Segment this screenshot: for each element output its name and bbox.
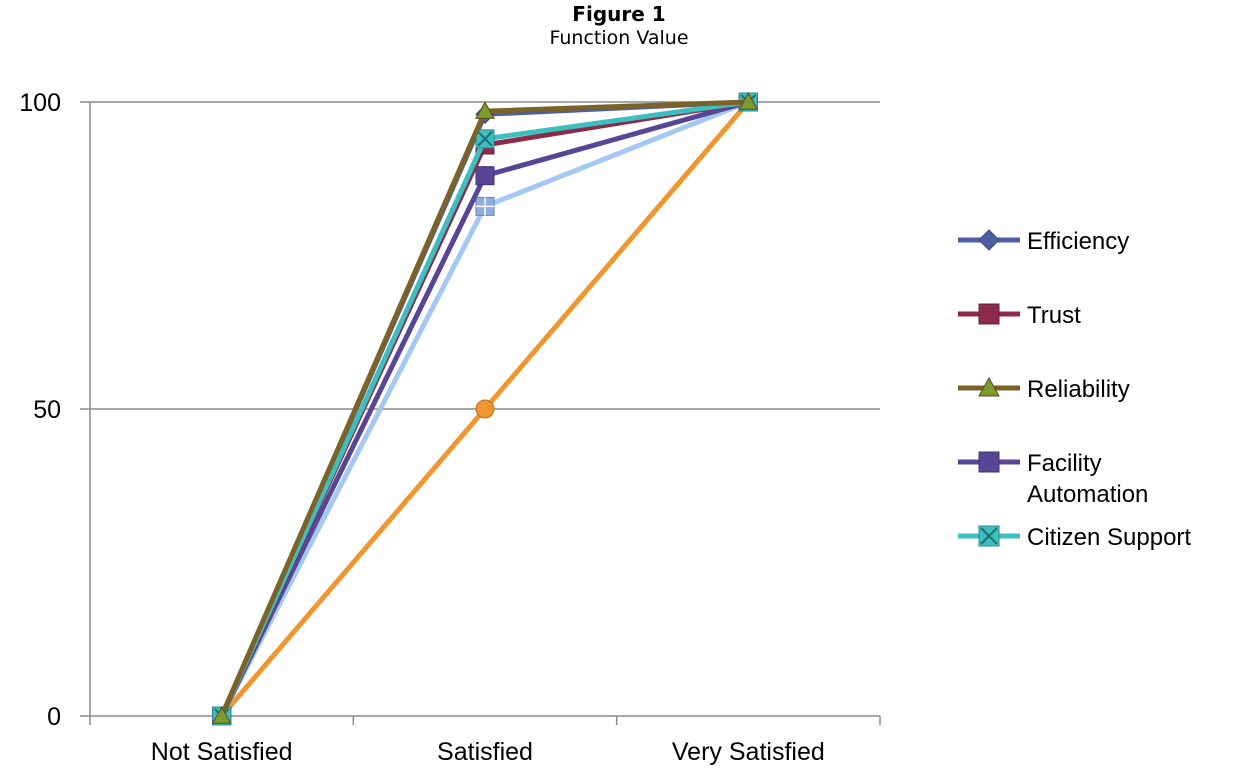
triangle-marker <box>738 91 759 110</box>
legend-label: Automation <box>1027 481 1148 508</box>
circle-marker <box>475 399 495 419</box>
axes: 0 50 100 Not Satisfied Satisfied Very Satisfi… <box>19 89 881 766</box>
legend-label: Citizen Support <box>1027 524 1191 551</box>
legend-item-citizen-support: Citizen Support <box>958 524 1191 551</box>
figure-title: Figure 1 <box>572 2 666 26</box>
legend-item-efficiency: Efficiency <box>958 228 1129 255</box>
legend-item-facility-automation: Facility Automation <box>958 450 1148 508</box>
legend: Efficiency Trust Reliability Facility Automa… <box>958 228 1191 551</box>
diamond-marker <box>978 229 1000 251</box>
legend-item-reliability: Reliability <box>958 376 1130 403</box>
xsquare-marker <box>978 525 1000 547</box>
square-marker <box>978 451 1000 473</box>
series-reliability <box>211 91 759 724</box>
legend-label: Trust <box>1027 302 1081 329</box>
y-tick-label: 100 <box>19 89 61 117</box>
legend-label: Efficiency <box>1027 228 1129 255</box>
triangle-marker <box>475 101 495 119</box>
x-tick-label: Satisfied <box>437 738 533 766</box>
triangle-marker <box>211 705 232 724</box>
legend-label: Reliability <box>1027 376 1130 403</box>
x-tick-label: Not Satisfied <box>151 738 293 766</box>
plussquare-marker <box>475 196 495 216</box>
y-tick-label: 50 <box>33 396 61 424</box>
series-lines <box>211 91 759 726</box>
x-tick-label: Very Satisfied <box>672 738 825 766</box>
xsquare-marker <box>475 129 495 149</box>
legend-item-trust: Trust <box>958 302 1081 329</box>
y-tick-label: 0 <box>47 703 61 731</box>
triangle-marker <box>978 376 1000 397</box>
square-marker <box>978 303 1000 325</box>
figure-subtitle: Function Value <box>549 27 689 49</box>
legend-label: Facility <box>1027 450 1102 477</box>
square-marker <box>475 166 495 186</box>
